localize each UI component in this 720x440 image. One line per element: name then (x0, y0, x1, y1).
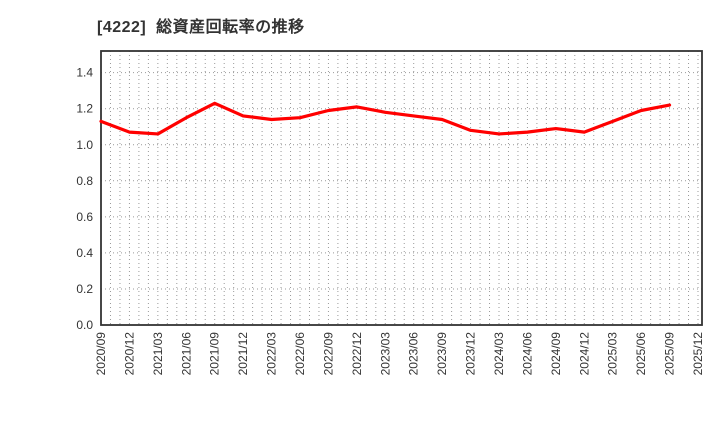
x-tick-label: 2022/09 (321, 332, 335, 376)
plot-frame (100, 50, 703, 326)
x-tick-label: 2021/03 (151, 332, 165, 376)
x-tick-label: 2023/03 (378, 332, 392, 376)
x-tick-label: 2020/12 (122, 332, 136, 376)
x-tick-label: 2024/06 (520, 332, 534, 376)
x-tick-label: 2025/09 (663, 332, 677, 376)
x-tick-label: 2025/06 (634, 332, 648, 376)
x-tick-label: 2021/06 (179, 332, 193, 376)
y-tick-label: 1.4 (76, 66, 93, 80)
x-tick-label: 2024/09 (549, 332, 563, 376)
x-tick-label: 2021/09 (208, 332, 222, 376)
x-tick-label: 2025/12 (691, 332, 705, 376)
x-tick-label: 2024/03 (492, 332, 506, 376)
x-tick-label: 2020/09 (94, 332, 108, 376)
y-tick-label: 1.2 (76, 102, 93, 116)
y-tick-label: 0.6 (76, 210, 93, 224)
x-tick-label: 2022/03 (265, 332, 279, 376)
y-tick-label: 0.4 (76, 246, 93, 260)
chart-title: [4222] 総資産回転率の推移 (97, 19, 305, 36)
x-tick-label: 2024/12 (577, 332, 591, 376)
x-tick-label: 2023/06 (407, 332, 421, 376)
y-tick-label: 0.2 (76, 282, 93, 296)
y-tick-label: 0.0 (76, 318, 93, 332)
x-tick-label: 2023/09 (435, 332, 449, 376)
x-tick-label: 2025/03 (606, 332, 620, 376)
x-tick-label: 2021/12 (236, 332, 250, 376)
y-tick-label: 1.0 (76, 138, 93, 152)
x-tick-label: 2023/12 (464, 332, 478, 376)
y-tick-label: 0.8 (76, 174, 93, 188)
x-tick-label: 2022/06 (293, 332, 307, 376)
series-line-総資産回転率 (99, 101, 672, 136)
x-tick-label: 2022/12 (350, 332, 364, 376)
